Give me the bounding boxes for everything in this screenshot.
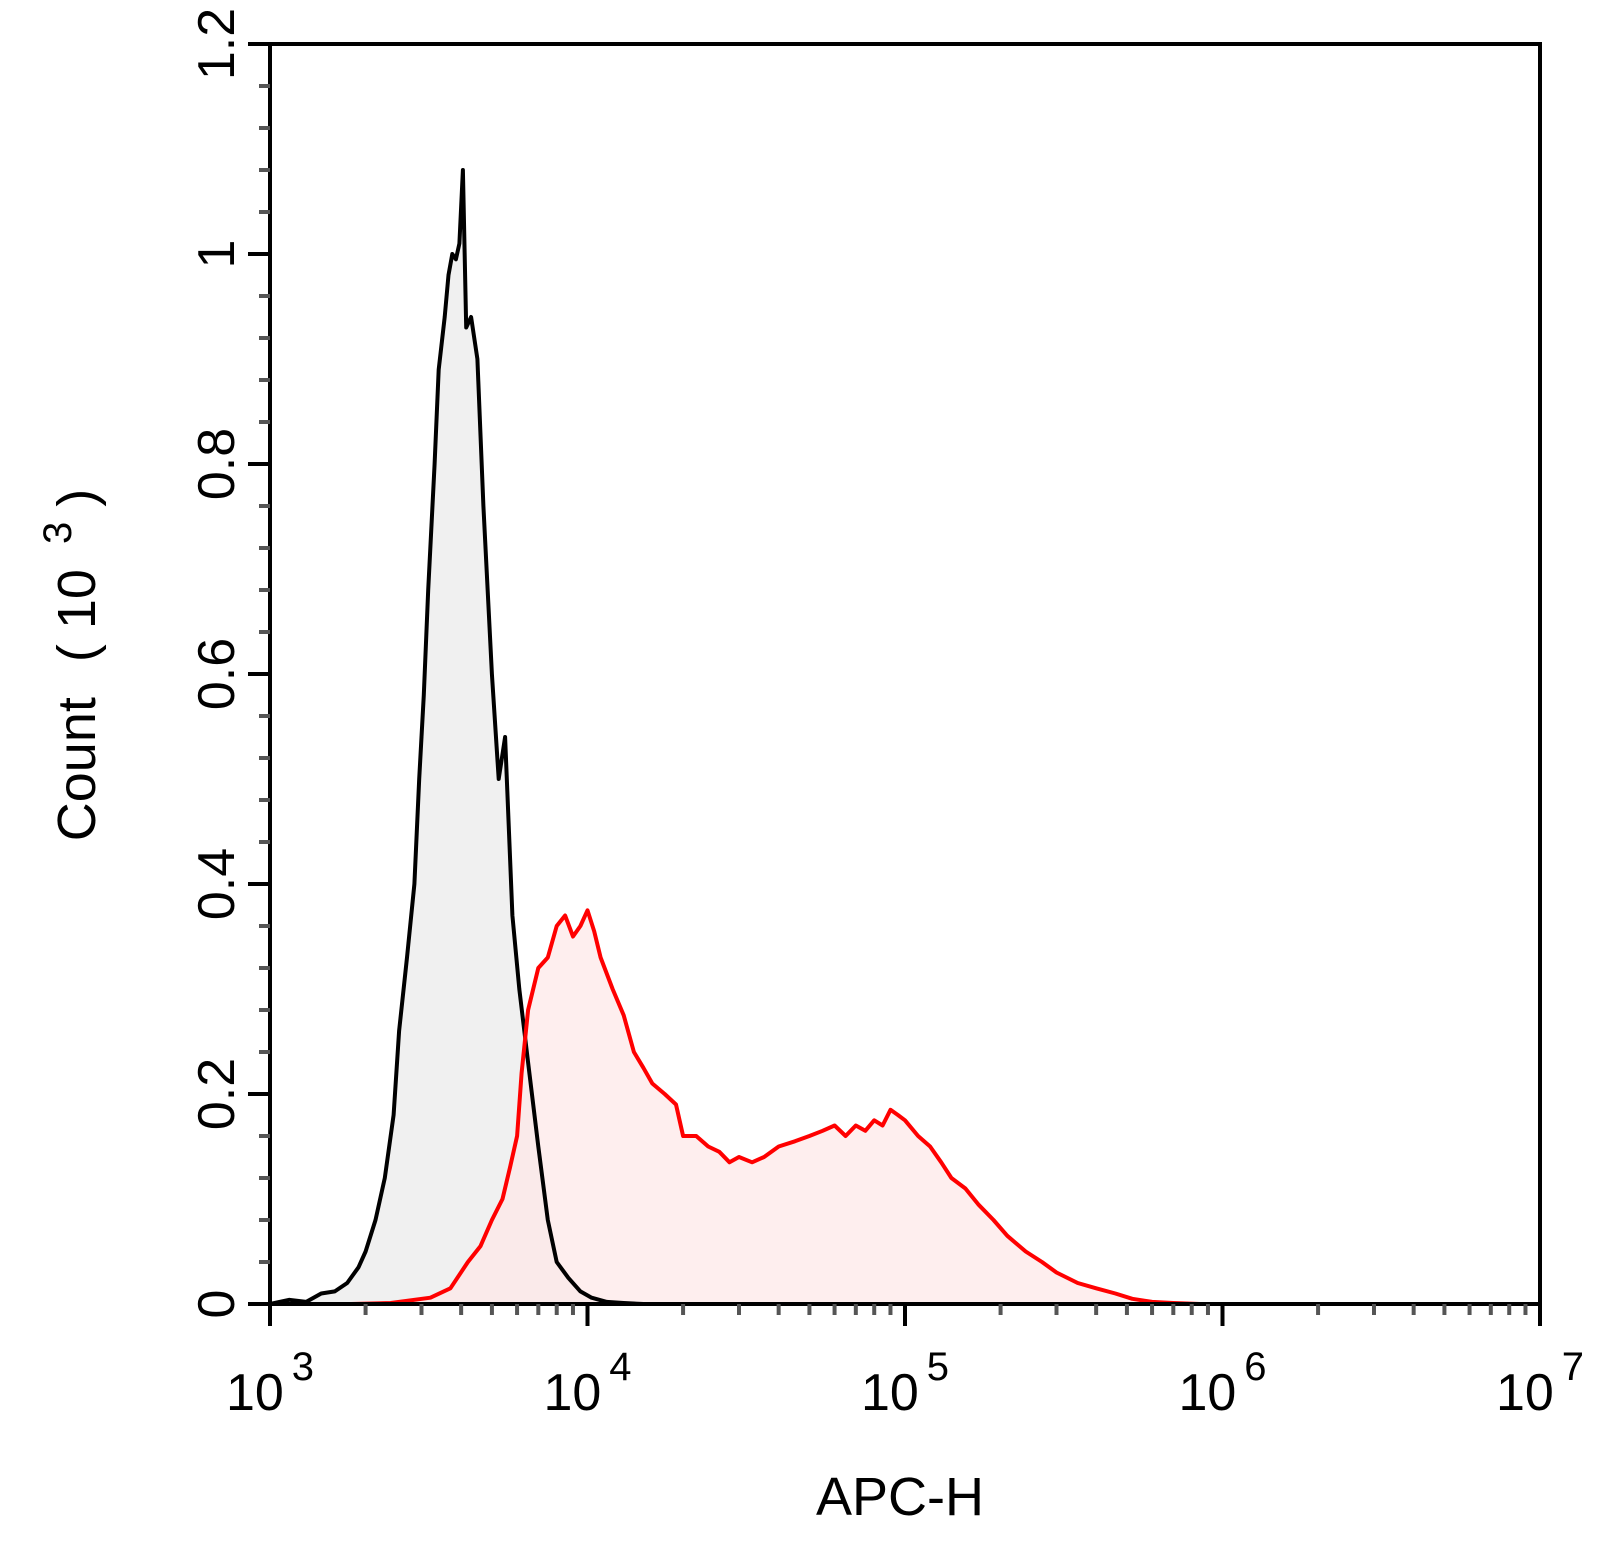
- y-axis-title-paren-open: (: [47, 644, 107, 662]
- y-axis-title-base: 10: [47, 569, 107, 629]
- svg-text:Count ( 10: Count ( 10 3 ): [23, 489, 107, 841]
- x-tick-label: 10 5: [861, 1345, 949, 1422]
- y-axis-title-paren-close: ): [47, 489, 107, 507]
- y-tick-label: 0.2: [188, 1058, 246, 1130]
- series-layer: [269, 168, 1223, 1306]
- x-tick-label: 10 3: [226, 1345, 314, 1422]
- y-tick-label: 0.8: [188, 428, 246, 500]
- y-axis-title: Count ( 10 3 ): [23, 489, 107, 841]
- x-tick-label: 10 6: [1178, 1345, 1266, 1422]
- y-tick-label: 1.2: [188, 8, 246, 80]
- series-0-area: [270, 170, 644, 1304]
- series-0-line: [269, 168, 644, 1306]
- x-axis-title: APC-H: [816, 1467, 984, 1527]
- x-tick-label: 10 4: [543, 1345, 631, 1422]
- y-tick-label: 0.6: [188, 638, 246, 710]
- y-tick-label: 0: [188, 1290, 246, 1319]
- y-tick-label: 1: [188, 240, 246, 269]
- series-1-area: [295, 910, 1223, 1304]
- y-axis-title-exponent: 3: [36, 522, 80, 544]
- axes-layer: 0 0.2 0.4 0.6 0.8 1 1.2 10 3 10 4 10 5 10 6 10 7: [188, 8, 1584, 1422]
- x-tick-label: 10 7: [1496, 1345, 1584, 1422]
- series-1-line: [295, 908, 1223, 1306]
- y-tick-label: 0.4: [188, 848, 246, 920]
- y-axis-title-main: Count: [47, 697, 107, 841]
